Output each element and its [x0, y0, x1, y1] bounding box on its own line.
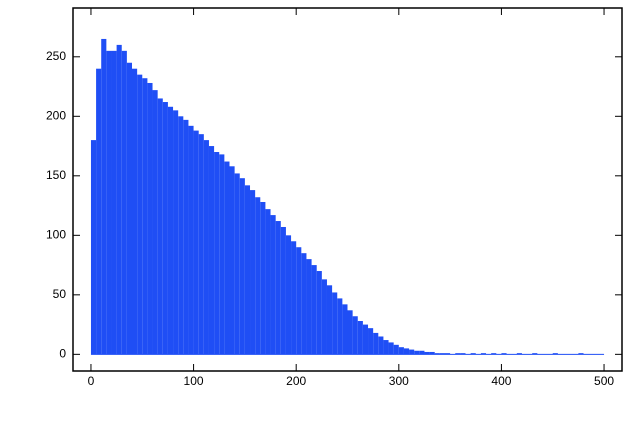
bar — [111, 50, 117, 355]
bar — [316, 271, 322, 355]
bar — [398, 347, 404, 355]
bar — [337, 298, 343, 355]
bar — [152, 90, 158, 355]
bar — [162, 102, 168, 355]
bar — [193, 130, 199, 355]
bar — [532, 353, 538, 355]
bar — [373, 332, 379, 355]
bar — [552, 353, 558, 355]
bar — [368, 328, 374, 355]
bar — [234, 173, 240, 355]
bar — [491, 353, 497, 355]
bar — [501, 353, 507, 355]
bar — [90, 140, 97, 355]
bar — [357, 321, 363, 355]
bar — [255, 197, 261, 355]
bar — [280, 226, 286, 355]
bar — [275, 221, 281, 355]
bar — [388, 342, 394, 355]
bar — [214, 152, 220, 355]
y-tick-label: 200 — [46, 108, 66, 122]
bar — [285, 235, 292, 355]
bar — [516, 353, 522, 355]
x-tick-label: 100 — [184, 374, 204, 388]
plot-frame — [72, 7, 623, 372]
bar — [239, 178, 245, 355]
bar — [203, 140, 209, 355]
bar — [178, 116, 184, 355]
y-tick-label: 150 — [46, 168, 66, 182]
bar — [419, 350, 425, 355]
bar — [306, 259, 312, 355]
bar — [439, 353, 445, 355]
bar — [352, 316, 358, 355]
y-tick-label: 250 — [46, 49, 66, 63]
bar — [414, 350, 420, 355]
bar — [96, 68, 102, 355]
bar — [188, 125, 194, 355]
bar — [265, 209, 271, 355]
x-tick-label: 200 — [286, 374, 306, 388]
bar — [126, 62, 133, 355]
bar — [429, 351, 435, 355]
bar — [101, 38, 107, 355]
bar — [332, 292, 338, 355]
bar — [121, 50, 127, 355]
y-tick-label: 100 — [46, 227, 66, 241]
bar — [198, 134, 204, 355]
bar — [378, 336, 384, 355]
bar — [393, 344, 399, 355]
bar — [291, 241, 297, 355]
bar — [362, 324, 369, 355]
bar — [132, 68, 138, 355]
bar — [208, 146, 215, 355]
bar — [578, 353, 584, 355]
bar — [229, 166, 235, 355]
bar — [444, 353, 451, 355]
bar — [147, 82, 153, 355]
x-tick-label: 400 — [491, 374, 511, 388]
bar — [106, 50, 112, 355]
x-tick-label: 300 — [389, 374, 409, 388]
bar — [219, 154, 225, 355]
y-tick-label: 50 — [53, 287, 67, 301]
bar — [480, 353, 487, 355]
bar — [157, 98, 163, 355]
bar — [311, 265, 317, 355]
bar — [403, 348, 410, 355]
bar — [347, 310, 353, 355]
bar — [409, 349, 415, 355]
bar — [270, 215, 276, 355]
bar — [250, 190, 256, 355]
bar — [383, 340, 389, 355]
x-tick-label: 500 — [594, 374, 614, 388]
bar — [434, 353, 440, 355]
bar — [183, 119, 189, 355]
bar — [296, 247, 302, 355]
y-tick-label: 0 — [59, 347, 66, 361]
bar — [244, 185, 251, 355]
bar — [424, 351, 430, 355]
bar — [301, 253, 307, 355]
bar — [116, 44, 122, 355]
bar — [342, 304, 348, 355]
bar — [167, 106, 174, 355]
bar — [173, 110, 179, 355]
bar — [260, 201, 266, 355]
bar — [224, 161, 230, 355]
bar — [326, 285, 333, 355]
bar — [460, 353, 466, 355]
bar — [470, 353, 476, 355]
bar — [137, 74, 143, 355]
x-tick-label: 0 — [88, 374, 95, 388]
bar — [455, 353, 461, 355]
bar — [321, 279, 327, 355]
bar — [142, 78, 148, 355]
